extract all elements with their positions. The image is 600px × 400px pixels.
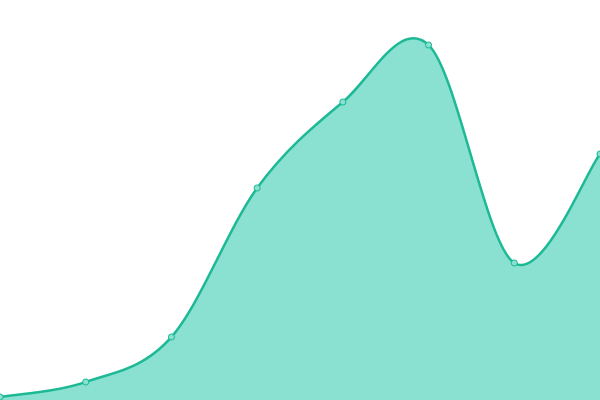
point: [425, 41, 433, 49]
point: [510, 259, 518, 267]
point: [253, 184, 261, 192]
point: [596, 150, 600, 158]
point: [339, 98, 347, 106]
point: [82, 378, 90, 386]
area: [0, 38, 600, 400]
point: [167, 333, 175, 341]
point: [0, 393, 4, 400]
